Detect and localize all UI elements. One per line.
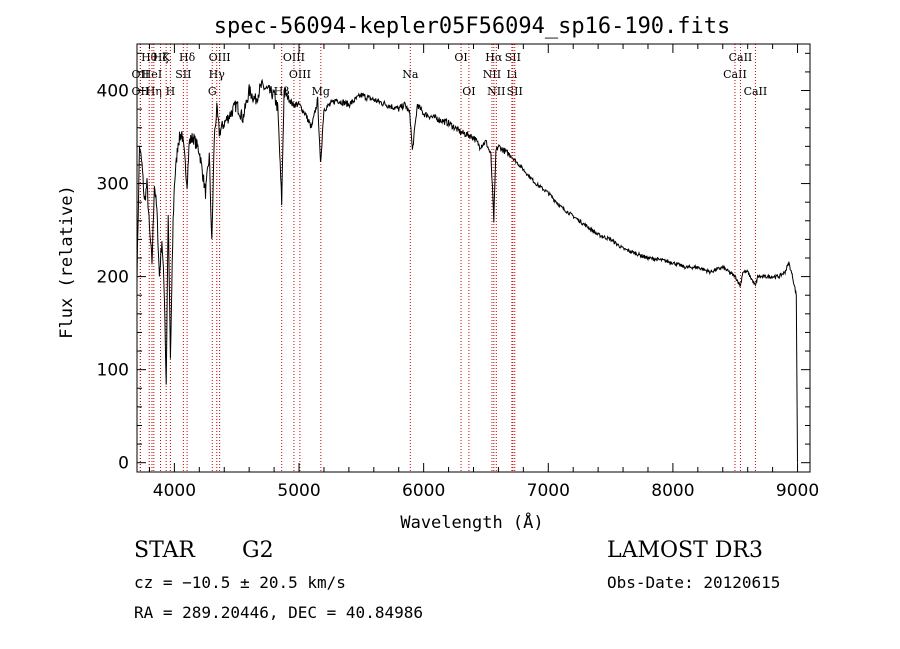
line-marker-label: K xyxy=(162,51,171,64)
line-marker-label: OII xyxy=(132,85,150,98)
line-marker-label: G xyxy=(208,85,217,98)
y-tick-label: 200 xyxy=(97,268,129,288)
line-marker-label: Hθ xyxy=(141,51,158,64)
y-axis-label: Flux (relative) xyxy=(57,185,77,339)
line-marker-label: HeI xyxy=(142,68,162,81)
line-marker-label: CaII xyxy=(723,68,747,81)
redshift-value: cz = −10.5 ± 20.5 km/s xyxy=(134,573,346,592)
x-tick-label: 6000 xyxy=(402,481,445,501)
x-tick-label: 7000 xyxy=(527,481,570,501)
chart-title: spec-56094-kepler05F56094_sp16-190.fits xyxy=(214,14,731,39)
line-marker-label: Hη xyxy=(146,85,162,98)
y-tick-label: 100 xyxy=(97,361,129,381)
line-marker-label: Hγ xyxy=(209,68,226,81)
line-marker-label: CaII xyxy=(744,85,768,98)
line-marker-label: SII xyxy=(175,68,191,81)
x-tick-label: 8000 xyxy=(651,481,694,501)
line-marker-label: OIII xyxy=(283,51,305,64)
x-tick-label: 9000 xyxy=(776,481,819,501)
line-marker-label: OIII xyxy=(289,68,311,81)
y-tick-label: 400 xyxy=(97,82,129,102)
x-tick-label: 5000 xyxy=(277,481,320,501)
line-marker-label: NII xyxy=(483,68,501,81)
line-marker-layer: OIIOIIHθHeIHηHζKHSIIHδHγGOIIIHβOIIIOIIIM… xyxy=(132,44,768,472)
line-marker-label: Hα xyxy=(485,51,503,64)
y-tick-label: 300 xyxy=(97,175,129,195)
observation-date: Obs-Date: 20120615 xyxy=(607,573,781,592)
line-marker-label: Mg xyxy=(312,85,330,98)
line-marker-label: NII xyxy=(487,85,505,98)
line-marker-label: OIII xyxy=(209,51,231,64)
line-marker-label: H xyxy=(166,85,176,98)
spectrum-line xyxy=(136,78,798,463)
line-marker-label: CaII xyxy=(729,51,753,64)
object-class: STAR xyxy=(134,538,195,563)
survey-name: LAMOST DR3 xyxy=(607,538,763,563)
x-axis-label: Wavelength (Å) xyxy=(400,511,543,533)
line-marker-label: SII xyxy=(507,85,523,98)
line-marker-label: OI xyxy=(462,85,475,98)
plot-area xyxy=(136,78,798,463)
y-tick-label: 0 xyxy=(118,454,129,474)
coordinates: RA = 289.20446, DEC = 40.84986 xyxy=(134,603,423,622)
object-subclass: G2 xyxy=(242,538,274,563)
line-marker-label: OI xyxy=(454,51,467,64)
line-marker-label: Hδ xyxy=(179,51,196,64)
line-marker-label: SII xyxy=(505,51,521,64)
line-marker-label: Hζ xyxy=(153,51,169,64)
line-marker-label: Na xyxy=(402,68,419,81)
x-tick-label: 4000 xyxy=(153,481,196,501)
line-marker-label: Li xyxy=(506,68,517,81)
axes: 4000 5000 6000 7000 8000 9000 0 100 200 300 400 xyxy=(97,44,819,501)
